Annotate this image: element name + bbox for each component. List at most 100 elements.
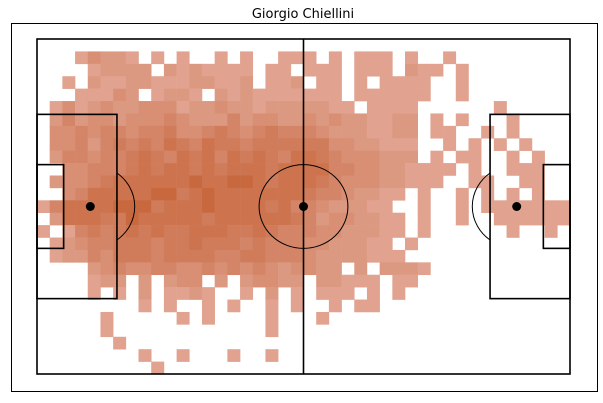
heat-cell	[328, 200, 342, 214]
heat-cell	[392, 125, 406, 139]
heat-cell	[468, 163, 482, 176]
heat-cell	[62, 163, 76, 176]
heat-cell	[303, 175, 317, 189]
heat-cell	[405, 274, 419, 288]
heat-cell	[252, 113, 266, 127]
heat-cell	[227, 88, 241, 102]
heat-cell	[176, 63, 190, 77]
heat-cell	[278, 101, 292, 114]
heat-cell	[214, 212, 228, 226]
heatmap-cells	[37, 51, 571, 375]
heat-cell	[214, 200, 228, 214]
heat-cell	[100, 200, 114, 214]
heat-cell	[290, 175, 304, 189]
heat-cell	[138, 76, 152, 89]
heat-cell	[392, 187, 406, 201]
heat-cell	[430, 125, 444, 139]
heat-cell	[87, 262, 101, 276]
heat-cell	[392, 163, 406, 176]
heat-cell	[189, 163, 203, 176]
heat-cell	[75, 237, 89, 251]
heat-cell	[62, 175, 76, 189]
heat-cell	[214, 225, 228, 238]
heat-cell	[151, 361, 165, 375]
heat-cell	[379, 225, 393, 238]
heat-cell	[316, 249, 330, 263]
heat-cell	[227, 150, 241, 164]
heat-cell	[316, 311, 330, 325]
heat-cell	[278, 225, 292, 238]
heat-cell	[227, 125, 241, 139]
heat-cell	[49, 125, 63, 139]
heat-cell	[531, 200, 545, 214]
heat-cell	[201, 200, 215, 214]
heat-cell	[519, 138, 533, 151]
heat-cell	[87, 63, 101, 77]
heat-cell	[493, 200, 507, 214]
heat-cell	[227, 262, 241, 276]
heat-cell	[252, 163, 266, 176]
heat-cell	[176, 76, 190, 89]
heat-cell	[481, 187, 495, 201]
heat-cell	[341, 237, 355, 251]
heat-cell	[519, 212, 533, 226]
heat-cell	[392, 150, 406, 164]
heat-cell	[189, 150, 203, 164]
heat-cell	[49, 175, 63, 189]
heat-cell	[303, 150, 317, 164]
heat-cell	[75, 138, 89, 151]
heat-cell	[354, 212, 368, 226]
heat-cell	[100, 113, 114, 127]
heat-cell	[214, 125, 228, 139]
heat-cell	[405, 101, 419, 114]
heat-cell	[366, 163, 380, 176]
heat-cell	[341, 101, 355, 114]
heat-cell	[151, 163, 165, 176]
heat-cell	[481, 175, 495, 189]
heat-cell	[366, 125, 380, 139]
heat-cell	[113, 200, 127, 214]
heat-cell	[417, 200, 431, 214]
heat-cell	[519, 175, 533, 189]
heat-cell	[544, 225, 558, 238]
heat-cell	[201, 212, 215, 226]
heat-cell	[176, 175, 190, 189]
heat-cell	[392, 249, 406, 263]
heat-cell	[328, 163, 342, 176]
heat-cell	[189, 225, 203, 238]
heat-cell	[75, 125, 89, 139]
heat-cell	[87, 51, 101, 65]
heat-cell	[87, 274, 101, 288]
heat-cell	[379, 88, 393, 102]
heat-cell	[405, 76, 419, 89]
heat-cell	[138, 299, 152, 313]
heat-cell	[163, 200, 177, 214]
heat-cell	[151, 225, 165, 238]
right-penalty-arc	[471, 172, 491, 241]
heat-cell	[62, 249, 76, 263]
heat-cell	[151, 200, 165, 214]
heat-cell	[405, 113, 419, 127]
heat-cell	[113, 262, 127, 276]
heat-cell	[189, 212, 203, 226]
heat-cell	[87, 237, 101, 251]
heat-cell	[176, 113, 190, 127]
heat-cell	[468, 150, 482, 164]
heat-cell	[151, 138, 165, 151]
heat-cell	[328, 212, 342, 226]
heat-cell	[278, 274, 292, 288]
heat-cell	[328, 175, 342, 189]
heat-cell	[138, 63, 152, 77]
heat-cell	[379, 138, 393, 151]
heat-cell	[303, 51, 317, 65]
heat-cell	[265, 287, 279, 300]
heat-cell	[62, 113, 76, 127]
heat-cell	[62, 225, 76, 238]
heat-cell	[379, 237, 393, 251]
heat-cell	[316, 76, 330, 89]
heat-cell	[138, 274, 152, 288]
heat-cell	[75, 249, 89, 263]
heat-cell	[468, 175, 482, 189]
heat-cell	[176, 125, 190, 139]
heat-cell	[316, 200, 330, 214]
